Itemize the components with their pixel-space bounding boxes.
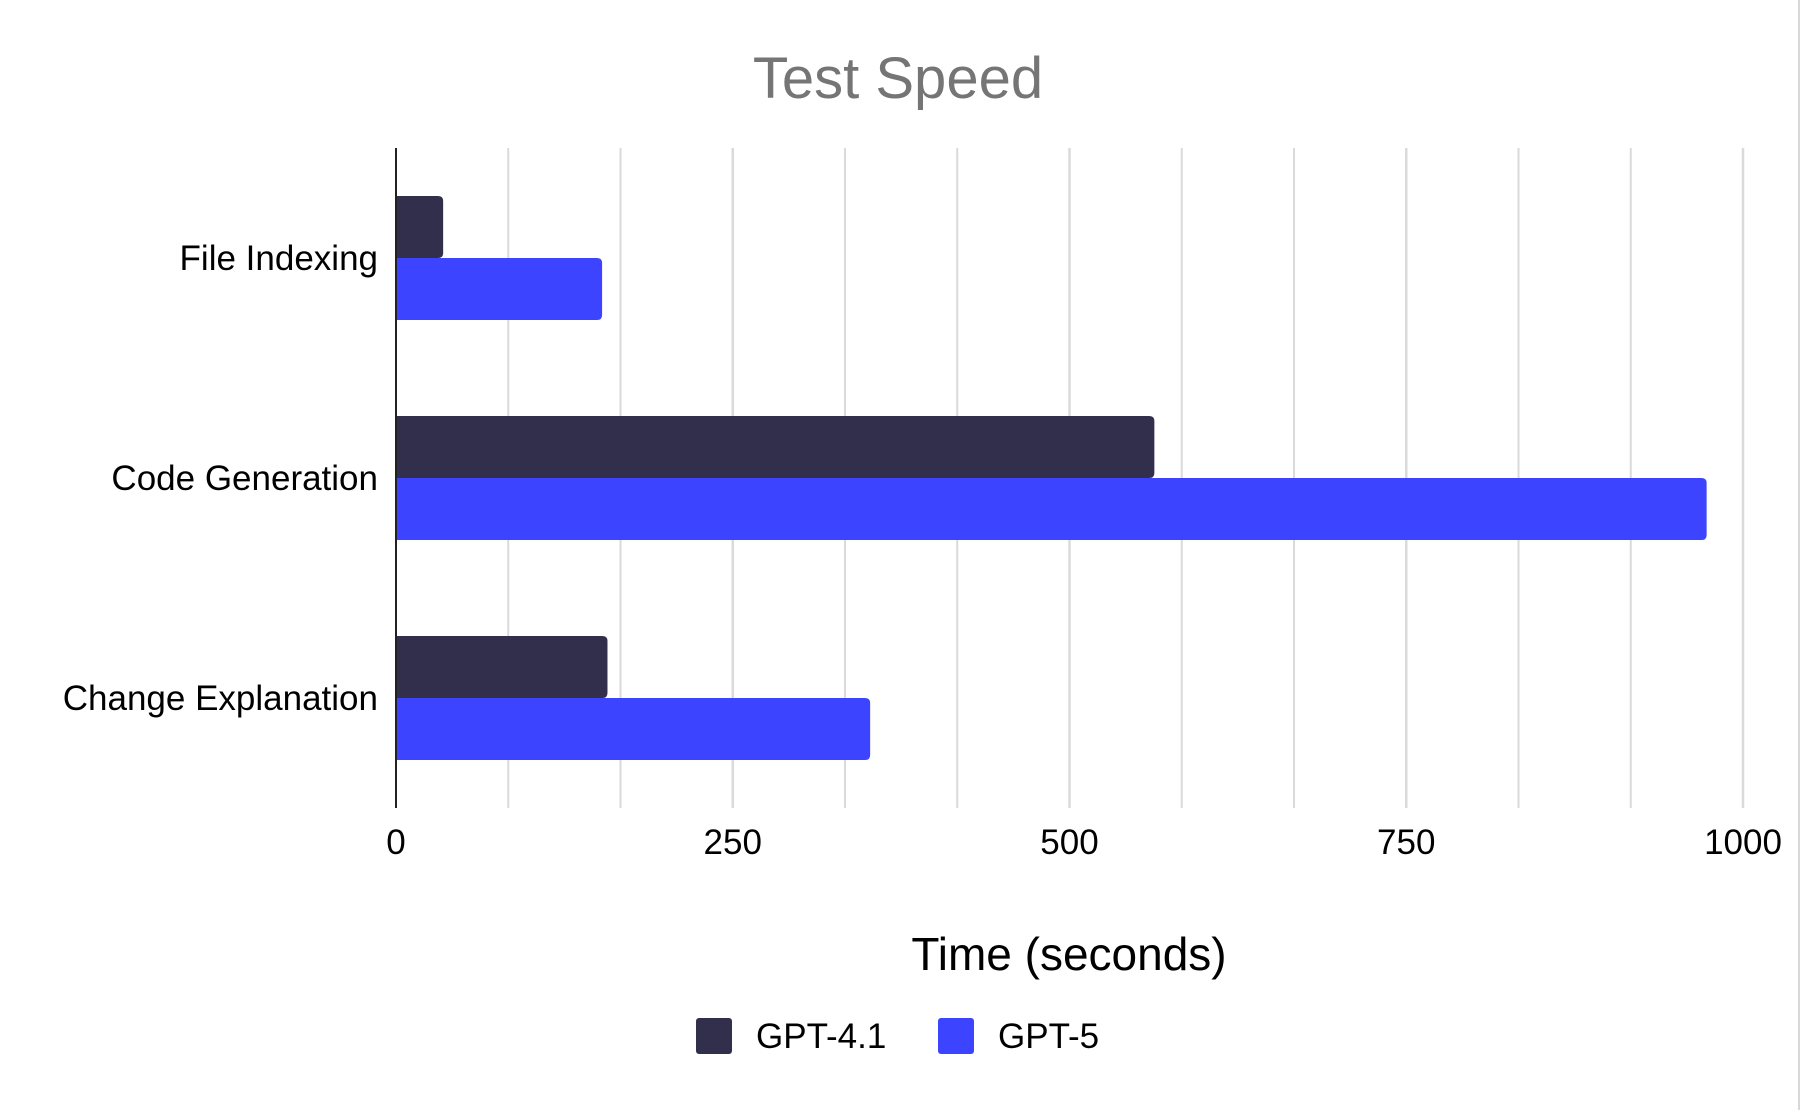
x-tick-labels: 0 250 500 750 1000 — [386, 823, 1782, 862]
category-label-change-explanation: Change Explanation — [63, 679, 378, 718]
category-labels: File Indexing Code Generation Change Expla… — [63, 239, 378, 718]
right-edge-divider — [1798, 0, 1800, 1110]
legend: GPT-4.1 GPT-5 — [696, 1017, 1099, 1056]
bar-gpt-5-change-explanation — [396, 698, 871, 760]
legend-label-gpt-5: GPT-5 — [998, 1017, 1099, 1056]
category-label-code-generation: Code Generation — [111, 459, 378, 498]
legend-swatch-gpt-5 — [938, 1018, 974, 1054]
category-label-file-indexing: File Indexing — [180, 239, 378, 278]
x-tick-label-0: 0 — [386, 823, 405, 862]
bars — [396, 196, 1707, 760]
bar-gpt-4-1-file-indexing — [396, 196, 444, 258]
x-axis-title: Time (seconds) — [911, 928, 1226, 980]
x-tick-label-500: 500 — [1040, 823, 1098, 862]
bar-gpt-4-1-code-generation — [396, 416, 1155, 478]
legend-label-gpt-4-1: GPT-4.1 — [756, 1017, 886, 1056]
bar-gpt-4-1-change-explanation — [396, 636, 608, 698]
bar-gpt-5-file-indexing — [396, 258, 603, 320]
x-tick-label-1000: 1000 — [1704, 823, 1782, 862]
bar-gpt-5-code-generation — [396, 478, 1707, 540]
x-tick-label-750: 750 — [1377, 823, 1435, 862]
chart-title: Test Speed — [753, 46, 1043, 111]
legend-swatch-gpt-4-1 — [696, 1018, 732, 1054]
x-tick-label-250: 250 — [704, 823, 762, 862]
